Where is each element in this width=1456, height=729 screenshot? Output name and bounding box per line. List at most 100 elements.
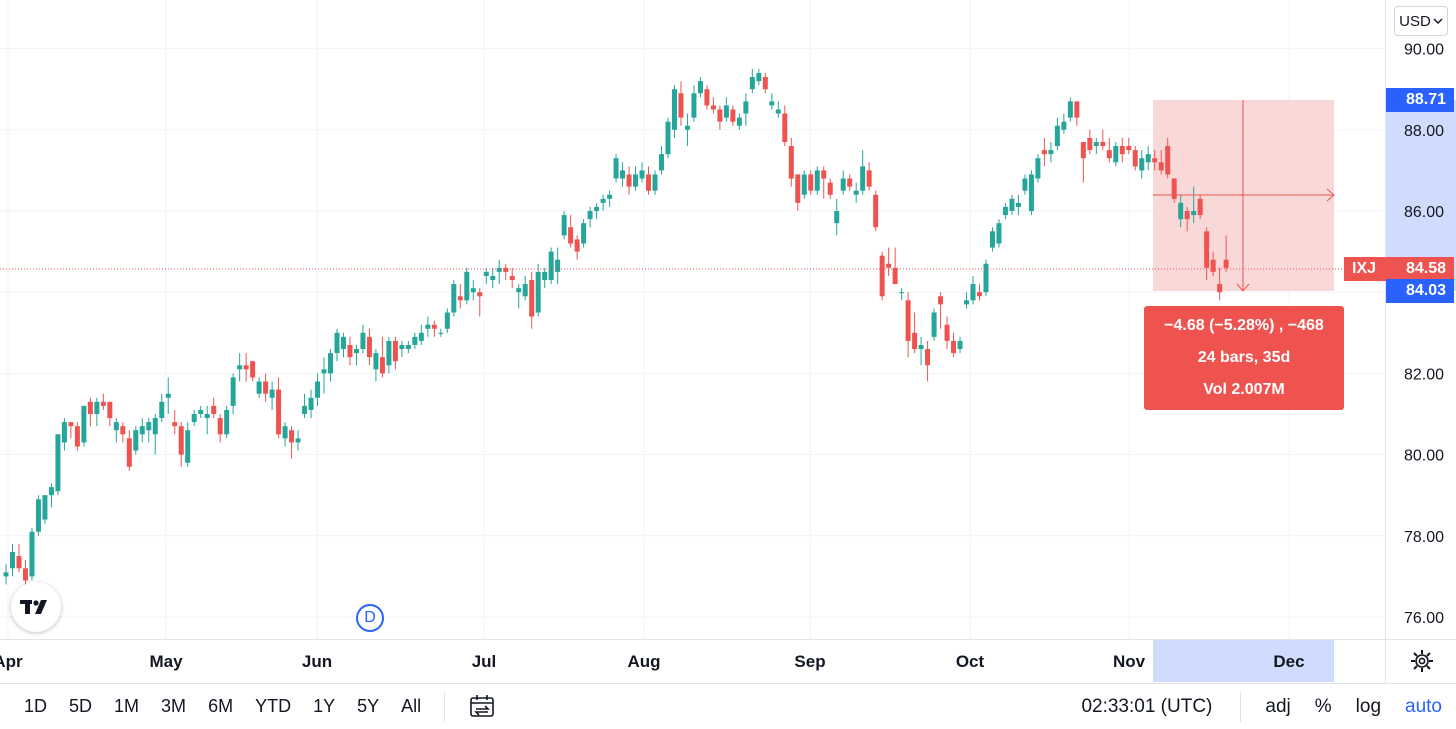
candle	[379, 336, 385, 378]
range-button-6m[interactable]: 6M	[208, 696, 234, 716]
range-button-5d[interactable]: 5D	[69, 696, 93, 716]
measure-top-price-label: 88.71	[1386, 88, 1454, 112]
scale-option-log[interactable]: log	[1355, 695, 1382, 717]
range-button-ytd[interactable]: YTD	[255, 696, 292, 716]
candle	[509, 267, 515, 289]
candle	[600, 194, 606, 211]
candle-body	[282, 426, 288, 439]
y-tick-label: 78.00	[1404, 529, 1444, 546]
candle	[61, 418, 67, 451]
range-button-1d[interactable]: 1D	[24, 696, 48, 716]
candle-body	[347, 344, 353, 358]
y-tick-label: 76.00	[1404, 610, 1444, 627]
toolbar-divider	[444, 691, 446, 722]
candle-body	[749, 77, 755, 90]
candle-body	[328, 353, 333, 374]
candle	[892, 247, 898, 285]
candle	[613, 154, 619, 183]
candle-body	[938, 296, 944, 305]
x-tick-label: Jul	[472, 652, 497, 671]
candle-body	[178, 426, 184, 455]
candle-body	[295, 438, 301, 443]
candle-body	[74, 426, 80, 447]
candle-body	[1113, 146, 1119, 163]
candle	[405, 340, 411, 354]
candle	[276, 377, 282, 439]
candle-body	[211, 405, 217, 414]
candle	[684, 113, 690, 147]
tradingview-logo-icon	[20, 600, 47, 614]
candle-body	[444, 312, 450, 329]
range-button-1m[interactable]: 1M	[114, 696, 140, 716]
candle	[230, 373, 236, 414]
candle	[717, 105, 723, 130]
candle	[243, 353, 249, 382]
candle	[237, 353, 243, 382]
candle	[886, 247, 892, 276]
currency-selector[interactable]: USD	[1394, 6, 1448, 36]
candle-body	[697, 81, 703, 94]
candle-body	[1061, 121, 1067, 130]
candle	[172, 409, 178, 435]
utc-clock[interactable]: 02:33:01 (UTC)	[1081, 695, 1213, 717]
scale-option-adj[interactable]: adj	[1265, 695, 1291, 717]
symbol-label: IXJ	[1352, 260, 1377, 277]
candle	[912, 312, 918, 354]
candle-body	[989, 231, 995, 248]
candle-body	[191, 414, 197, 423]
candle	[1087, 129, 1093, 155]
candle-body	[756, 72, 762, 82]
candle	[1197, 194, 1203, 220]
last-price-value: 84.58	[1405, 260, 1446, 277]
calendar-range-icon[interactable]	[469, 694, 497, 720]
dividend-marker[interactable]: D	[356, 604, 384, 632]
dividend-marker-label: D	[364, 609, 376, 626]
range-button-5y[interactable]: 5Y	[357, 696, 380, 716]
candle	[334, 328, 340, 362]
candle	[178, 422, 184, 467]
candle-body	[470, 288, 476, 293]
candle	[561, 211, 567, 240]
candle-body	[626, 174, 632, 187]
candle-body	[68, 422, 74, 427]
candle	[412, 332, 418, 350]
candle-body	[743, 101, 749, 114]
candle-body	[587, 211, 593, 220]
candle-body	[775, 109, 781, 114]
candle	[347, 336, 353, 366]
candle-body	[87, 401, 93, 414]
candle	[42, 495, 48, 524]
candle	[1178, 194, 1184, 228]
candle-body	[944, 324, 950, 341]
measure-bottom-price-label: 84.03	[1386, 279, 1454, 303]
candle	[1217, 267, 1223, 301]
scale-option-auto[interactable]: auto	[1405, 695, 1442, 717]
candle	[743, 93, 749, 126]
candle	[302, 393, 308, 419]
candle	[756, 68, 762, 86]
candle-body	[646, 174, 652, 191]
candle-body	[762, 77, 768, 90]
candle-body	[100, 401, 106, 406]
candle-body	[457, 296, 463, 301]
candle	[217, 414, 223, 443]
candle-body	[671, 89, 677, 130]
range-button-all[interactable]: All	[401, 696, 422, 716]
range-button-1y[interactable]: 1Y	[313, 696, 336, 716]
candle-body	[386, 340, 392, 366]
candle	[366, 328, 372, 366]
candle-body	[405, 344, 411, 350]
range-button-3m[interactable]: 3M	[161, 696, 187, 716]
candle-body	[704, 89, 710, 106]
candle-body	[425, 324, 431, 329]
tradingview-logo[interactable]	[11, 582, 61, 632]
candle	[139, 418, 145, 443]
settings-gear-icon[interactable]	[1409, 648, 1435, 674]
candle	[113, 418, 119, 443]
price-chart[interactable]: 76.0078.0080.0082.0084.0086.0088.0090.00…	[0, 0, 1456, 683]
y-tick-label: 88.00	[1404, 123, 1444, 140]
scale-option-percent[interactable]: %	[1314, 695, 1332, 717]
candle	[989, 227, 995, 252]
candle	[9, 543, 15, 577]
